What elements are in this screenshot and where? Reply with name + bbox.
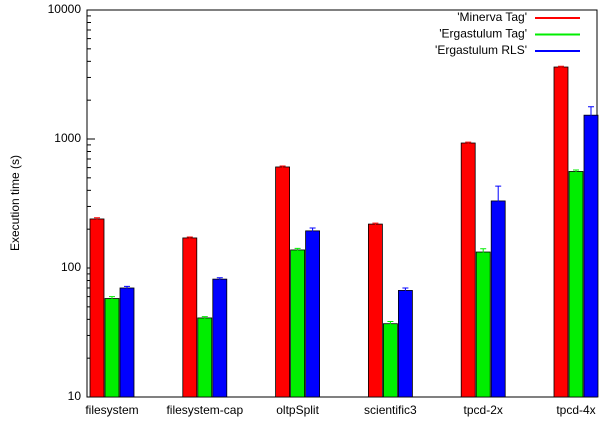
bar <box>490 200 506 398</box>
y-tick-label: 1000 <box>54 131 81 145</box>
bar <box>275 166 291 398</box>
bar <box>583 114 599 398</box>
y-axis-label: Execution time (s) <box>8 155 22 251</box>
legend-label: 'Ergastulum RLS' <box>435 43 527 57</box>
x-tick-label: tpcd-4x <box>556 403 595 417</box>
error-bar <box>387 320 394 327</box>
bar <box>382 323 398 398</box>
bar <box>397 290 413 398</box>
error-bar <box>309 227 316 235</box>
bar <box>89 218 105 398</box>
x-tick-label: filesystem <box>85 403 138 417</box>
bar <box>197 317 213 398</box>
bar <box>119 287 135 398</box>
error-bar <box>124 285 130 291</box>
bar <box>104 298 120 398</box>
bar <box>305 230 321 398</box>
bar <box>568 171 584 398</box>
legend-label: 'Minerva Tag' <box>457 10 527 24</box>
y-tick-label: 10000 <box>48 2 82 16</box>
y-tick-label: 10 <box>68 389 82 403</box>
error-bar <box>402 287 409 294</box>
error-bar <box>495 185 502 222</box>
error-bar <box>94 217 100 221</box>
error-bar <box>279 165 286 169</box>
x-tick-label: oltpSplit <box>276 403 319 417</box>
error-bar <box>186 236 193 240</box>
error-bar <box>372 222 379 226</box>
legend-label: 'Ergastulum Tag' <box>439 27 527 41</box>
x-tick-label: scientific3 <box>364 403 417 417</box>
bar <box>367 223 383 398</box>
error-bar <box>558 65 564 69</box>
bar <box>290 249 306 398</box>
bar <box>553 66 569 398</box>
error-bar <box>201 316 208 320</box>
error-bar <box>480 248 487 256</box>
error-bar <box>588 106 594 126</box>
x-tick-label: filesystem-cap <box>166 403 243 417</box>
error-bar <box>465 141 472 145</box>
bar <box>212 278 228 398</box>
error-bar <box>573 169 579 174</box>
bar <box>460 142 476 398</box>
error-bar <box>109 296 115 301</box>
y-tick-label: 100 <box>61 260 81 274</box>
error-bar <box>294 247 301 253</box>
error-bar <box>216 277 223 282</box>
bar <box>182 237 198 398</box>
x-tick-label: tpcd-2x <box>464 403 503 417</box>
bar <box>475 251 491 398</box>
plot-frame <box>86 9 598 398</box>
